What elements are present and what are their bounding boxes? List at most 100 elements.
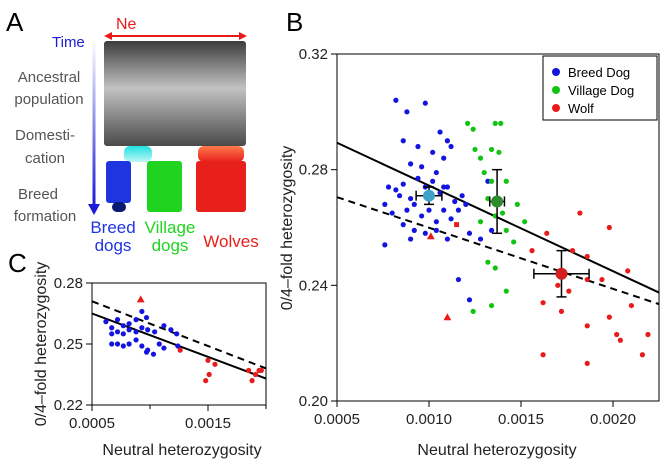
village-dog-point [514, 201, 520, 207]
wolf-point [628, 302, 635, 309]
village-dog-point [488, 302, 495, 309]
breed-dog-point [161, 345, 167, 351]
village-dog-point [522, 219, 528, 225]
breed-dog-point [408, 195, 414, 202]
wolf-point [177, 347, 183, 353]
wolf-point [212, 361, 218, 367]
wolf-triangle-marker [426, 232, 435, 240]
breed-dog-point [120, 343, 126, 349]
group-label-village-1: Village [145, 218, 196, 237]
village-dog-point [492, 265, 498, 271]
wolf-point [558, 308, 565, 314]
breed-dog-point [411, 201, 417, 207]
wolf-square-marker [454, 222, 460, 228]
wolf-point [606, 224, 612, 231]
x-axis-label-b: Neutral heterozygosity [417, 442, 576, 459]
breed-dog-point [400, 222, 406, 228]
breed-dog-point [463, 201, 469, 207]
wolf-point [555, 282, 561, 288]
breed-dog-point [433, 227, 439, 233]
breed-bottleneck [112, 202, 126, 212]
x-tick-label: 0.0015 [185, 415, 231, 432]
stage-formation: formation [14, 208, 77, 225]
village-dog-point [492, 120, 498, 126]
breed-dog-point [433, 219, 439, 225]
breed-dog-point [415, 175, 421, 181]
breed-dog-mean-marker [423, 189, 435, 202]
breed-dog-point [452, 198, 458, 205]
village-dog-point [488, 146, 495, 153]
breed-dog-point [143, 349, 150, 355]
breed-dog-point [415, 143, 421, 150]
breed-dog-point [396, 193, 403, 199]
wolf-point [569, 248, 576, 254]
wolf-point [639, 352, 646, 358]
breed-dog-point [419, 213, 425, 219]
breed-dog-point [139, 343, 145, 349]
group-label-village-2: dogs [152, 236, 189, 255]
wolves-block [196, 161, 246, 212]
breed-dog-point [430, 178, 436, 184]
breed-dog-point [174, 331, 180, 337]
breed-dog-point [109, 341, 115, 347]
wolf-point [203, 378, 209, 384]
legend-label-village: Village Dog [568, 83, 634, 98]
wolf-point [645, 331, 651, 338]
breed-dog-point [150, 351, 157, 357]
breed-dog-point [466, 297, 473, 303]
village-dog-point [481, 169, 487, 176]
village-dog-point [477, 219, 484, 225]
stage-domestication-2: cation [25, 150, 65, 167]
breed-dog-point [422, 100, 428, 106]
wolf-point [529, 248, 535, 254]
village-dog-point [498, 120, 504, 126]
breed-dog-point [389, 210, 395, 216]
wolf-mean-marker [555, 267, 568, 280]
breed-dog-point [114, 329, 121, 335]
breed-dog-point [382, 201, 388, 207]
x-tick-label: 0.0005 [69, 415, 115, 432]
wolf-point [577, 210, 583, 216]
panel-c: C 0.0005 0.0015 0.22 0.25 0.28 Neutral heter… [8, 248, 267, 459]
breed-dog-point [459, 193, 465, 199]
breed-dog-point [152, 329, 158, 335]
breed-dog-point [408, 161, 414, 167]
x-axis-label-c: Neutral heterozygosity [102, 442, 261, 459]
breed-dog-point [145, 327, 151, 333]
breed-dog-point [393, 97, 399, 103]
y-tick-label: 0.22 [54, 397, 83, 414]
panel-b: B 0.0005 0.0010 0.0015 0.00200.200.240.280.… [279, 7, 660, 459]
breed-dog-point [393, 187, 399, 193]
breed-dog-point [400, 138, 406, 144]
wolf-point [599, 276, 605, 283]
wolf-point [249, 378, 255, 384]
wolf-point [540, 300, 546, 306]
wolf-triangle-marker [443, 313, 452, 321]
breed-dog-point [437, 129, 443, 135]
time-label: Time [52, 34, 85, 51]
y-tick-label: 0.20 [299, 393, 328, 410]
x-tick-label: 0.0010 [406, 411, 452, 428]
time-arrow [88, 40, 100, 215]
y-tick-label: 0.32 [299, 46, 328, 63]
breed-dog-point [385, 184, 392, 190]
breed-dog-point [433, 169, 439, 176]
legend-marker-wolf [552, 104, 560, 112]
wolf-point [566, 288, 572, 294]
breed-dog-point [126, 341, 132, 347]
wolf-point [206, 371, 212, 378]
breed-dog-point [114, 317, 121, 323]
breed-dog-point [133, 337, 139, 343]
village-dog-point [503, 178, 509, 184]
wolf-bottleneck [198, 146, 244, 162]
x-tick-label: 0.0015 [498, 411, 544, 428]
panel-letter-b: B [286, 7, 303, 37]
village-dog-point [485, 259, 491, 265]
wolf-triangle-marker [136, 295, 145, 303]
legend-marker-village [552, 86, 560, 94]
breed-dog-point [441, 155, 447, 161]
breed-dog-point [400, 181, 406, 187]
breed-dog-point [175, 343, 181, 349]
panel-letter-a: A [6, 7, 24, 37]
x-tick-label: 0.0005 [314, 411, 360, 428]
